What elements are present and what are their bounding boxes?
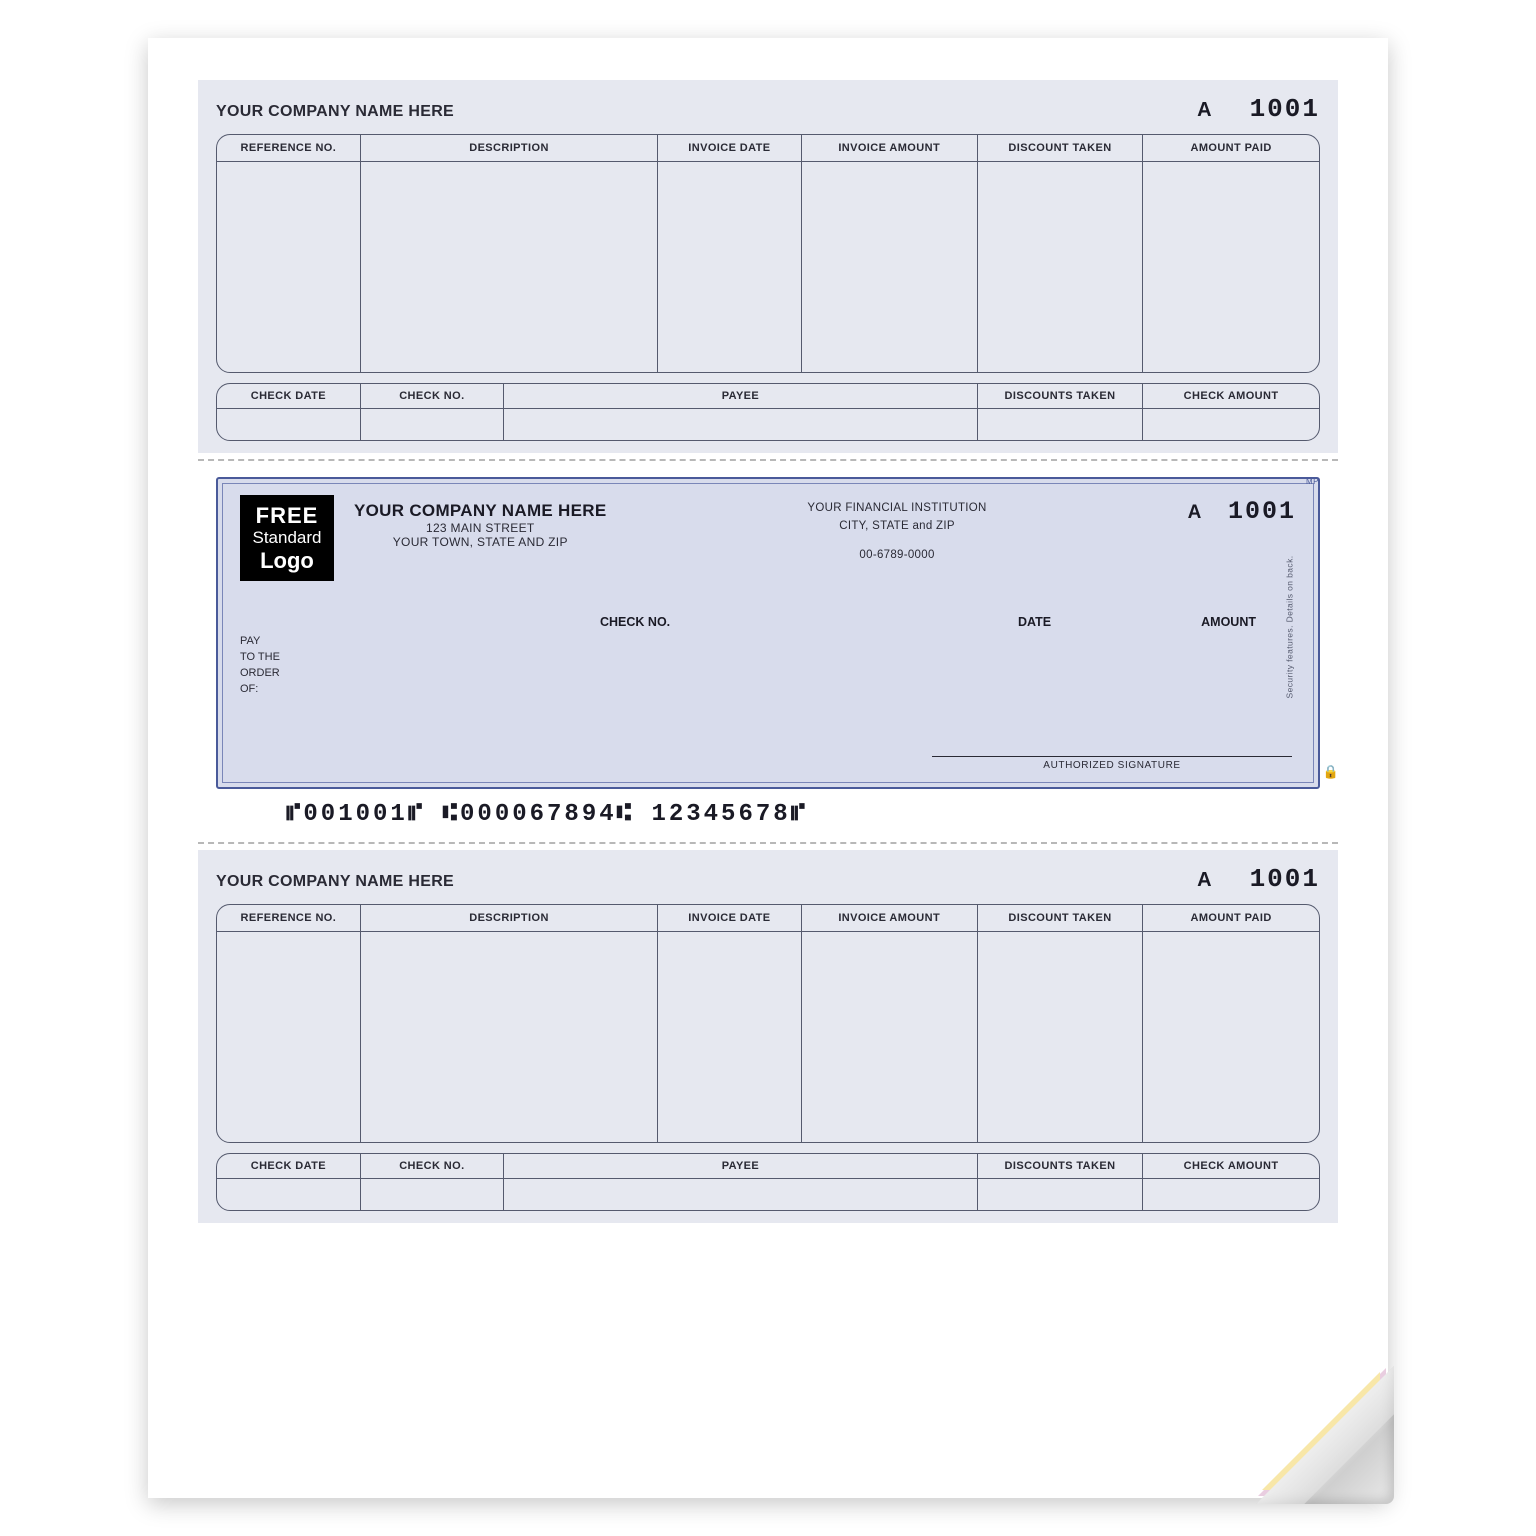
label-amount: AMOUNT <box>1201 615 1256 629</box>
stub-check-letter: A <box>1197 99 1211 122</box>
pay-l4: OF: <box>240 682 280 698</box>
bank-block: YOUR FINANCIAL INSTITUTION CITY, STATE a… <box>767 495 1027 564</box>
stub-bottom-detail-table: REFERENCE NO.DESCRIPTIONINVOICE DATEINVO… <box>216 904 1320 1143</box>
cell <box>504 408 978 440</box>
cell <box>360 408 503 440</box>
cell <box>504 1178 978 1210</box>
stub-top-header: YOUR COMPANY NAME HERE A 1001 <box>216 94 1320 124</box>
check-company-addr2: YOUR TOWN, STATE AND ZIP <box>354 535 607 549</box>
col-invoice-amount: INVOICE AMOUNT <box>801 905 977 932</box>
cell <box>217 932 360 1142</box>
cell <box>977 162 1142 372</box>
cell <box>1143 932 1319 1142</box>
cell <box>360 162 658 372</box>
check-number-block: A 1001 <box>1188 495 1296 526</box>
col-description: DESCRIPTION <box>360 135 658 162</box>
stub-top-detail-table: REFERENCE NO.DESCRIPTIONINVOICE DATEINVO… <box>216 134 1320 373</box>
col-payee: PAYEE <box>504 1154 978 1179</box>
signature-label: AUTHORIZED SIGNATURE <box>932 760 1292 771</box>
pay-l1: PAY <box>240 634 280 650</box>
lock-icon: 🔒 <box>1323 764 1339 780</box>
logo-block: FREE Standard Logo YOUR COMPANY NAME HER… <box>240 495 607 581</box>
label-check-no: CHECK NO. <box>600 615 670 629</box>
stub-top: YOUR COMPANY NAME HERE A 1001 REFERENCE … <box>198 80 1338 453</box>
stub-bottom: YOUR COMPANY NAME HERE A 1001 REFERENCE … <box>198 850 1338 1223</box>
cell <box>360 932 658 1142</box>
logo-line-2: Standard <box>253 528 322 548</box>
col-check-no-: CHECK NO. <box>360 384 503 409</box>
security-text: Security features. Details on back. <box>1285 555 1295 698</box>
cell <box>360 1178 503 1210</box>
col-check-no-: CHECK NO. <box>360 1154 503 1179</box>
col-invoice-amount: INVOICE AMOUNT <box>801 135 977 162</box>
col-discount-taken: DISCOUNT TAKEN <box>977 905 1142 932</box>
check-top-row: FREE Standard Logo YOUR COMPANY NAME HER… <box>240 495 1296 581</box>
pay-l3: ORDER <box>240 666 280 682</box>
logo-box: FREE Standard Logo <box>240 495 334 581</box>
check-company-block: YOUR COMPANY NAME HERE 123 MAIN STREET Y… <box>354 495 607 549</box>
col-amount-paid: AMOUNT PAID <box>1143 135 1319 162</box>
cell <box>1143 408 1319 440</box>
check-company-addr1: 123 MAIN STREET <box>354 521 607 535</box>
pay-l2: TO THE <box>240 650 280 666</box>
perforation-2 <box>198 842 1338 844</box>
col-invoice-date: INVOICE DATE <box>658 905 801 932</box>
bank-city: CITY, STATE and ZIP <box>767 517 1027 535</box>
stub-company-name: YOUR COMPANY NAME HERE <box>216 873 454 891</box>
stub-bottom-header: YOUR COMPANY NAME HERE A 1001 <box>216 864 1320 894</box>
col-discount-taken: DISCOUNT TAKEN <box>977 135 1142 162</box>
signature-line <box>932 756 1292 757</box>
stub-top-summary-table: CHECK DATECHECK NO.PAYEEDISCOUNTS TAKENC… <box>216 383 1320 442</box>
check-field-labels: CHECK NO. DATE AMOUNT <box>240 615 1296 629</box>
col-check-amount: CHECK AMOUNT <box>1143 384 1319 409</box>
micr-line: ⑈001001⑈ ⑆000067894⑆ 12345678⑈ <box>216 789 1320 832</box>
col-reference-no-: REFERENCE NO. <box>217 135 360 162</box>
cell <box>977 1178 1142 1210</box>
logo-line-1: FREE <box>256 503 319 528</box>
stub-check-number: 1001 <box>1250 864 1320 894</box>
cell <box>801 932 977 1142</box>
corner-cover <box>1218 1336 1338 1456</box>
cell <box>658 162 801 372</box>
cell <box>217 1178 360 1210</box>
col-check-amount: CHECK AMOUNT <box>1143 1154 1319 1179</box>
col-discounts-taken: DISCOUNTS TAKEN <box>977 1154 1142 1179</box>
bank-name: YOUR FINANCIAL INSTITUTION <box>767 499 1027 517</box>
mp-mark: MP <box>1306 477 1319 486</box>
cell <box>217 408 360 440</box>
cell <box>977 932 1142 1142</box>
cell <box>658 932 801 1142</box>
cell <box>217 162 360 372</box>
col-check-date: CHECK DATE <box>217 1154 360 1179</box>
label-date: DATE <box>1018 615 1051 629</box>
stub-check-number-group: A 1001 <box>1197 864 1320 894</box>
stub-check-number-group: A 1001 <box>1197 94 1320 124</box>
pay-to-order: PAY TO THE ORDER OF: <box>240 634 280 698</box>
col-reference-no-: REFERENCE NO. <box>217 905 360 932</box>
col-check-date: CHECK DATE <box>217 384 360 409</box>
check-letter: A <box>1188 502 1202 523</box>
col-discounts-taken: DISCOUNTS TAKEN <box>977 384 1142 409</box>
cell <box>1143 162 1319 372</box>
col-amount-paid: AMOUNT PAID <box>1143 905 1319 932</box>
stub-check-number: 1001 <box>1250 94 1320 124</box>
check-page: YOUR COMPANY NAME HERE A 1001 REFERENCE … <box>148 38 1388 1498</box>
col-invoice-date: INVOICE DATE <box>658 135 801 162</box>
stub-check-letter: A <box>1197 869 1211 892</box>
check-number: 1001 <box>1228 497 1296 526</box>
signature-area: AUTHORIZED SIGNATURE <box>932 756 1292 771</box>
cell <box>801 162 977 372</box>
stub-company-name: YOUR COMPANY NAME HERE <box>216 103 454 121</box>
logo-line-3: Logo <box>260 548 314 573</box>
stub-bottom-summary-table: CHECK DATECHECK NO.PAYEEDISCOUNTS TAKENC… <box>216 1153 1320 1212</box>
col-description: DESCRIPTION <box>360 905 658 932</box>
check-body: MP FREE Standard Logo YOUR COMPANY NAME … <box>216 477 1320 789</box>
cell <box>1143 1178 1319 1210</box>
col-payee: PAYEE <box>504 384 978 409</box>
check-wrap: MP FREE Standard Logo YOUR COMPANY NAME … <box>198 467 1338 836</box>
perforation-1 <box>198 459 1338 461</box>
check-company-name: YOUR COMPANY NAME HERE <box>354 501 607 521</box>
cell <box>977 408 1142 440</box>
bank-routing: 00-6789-0000 <box>767 546 1027 564</box>
